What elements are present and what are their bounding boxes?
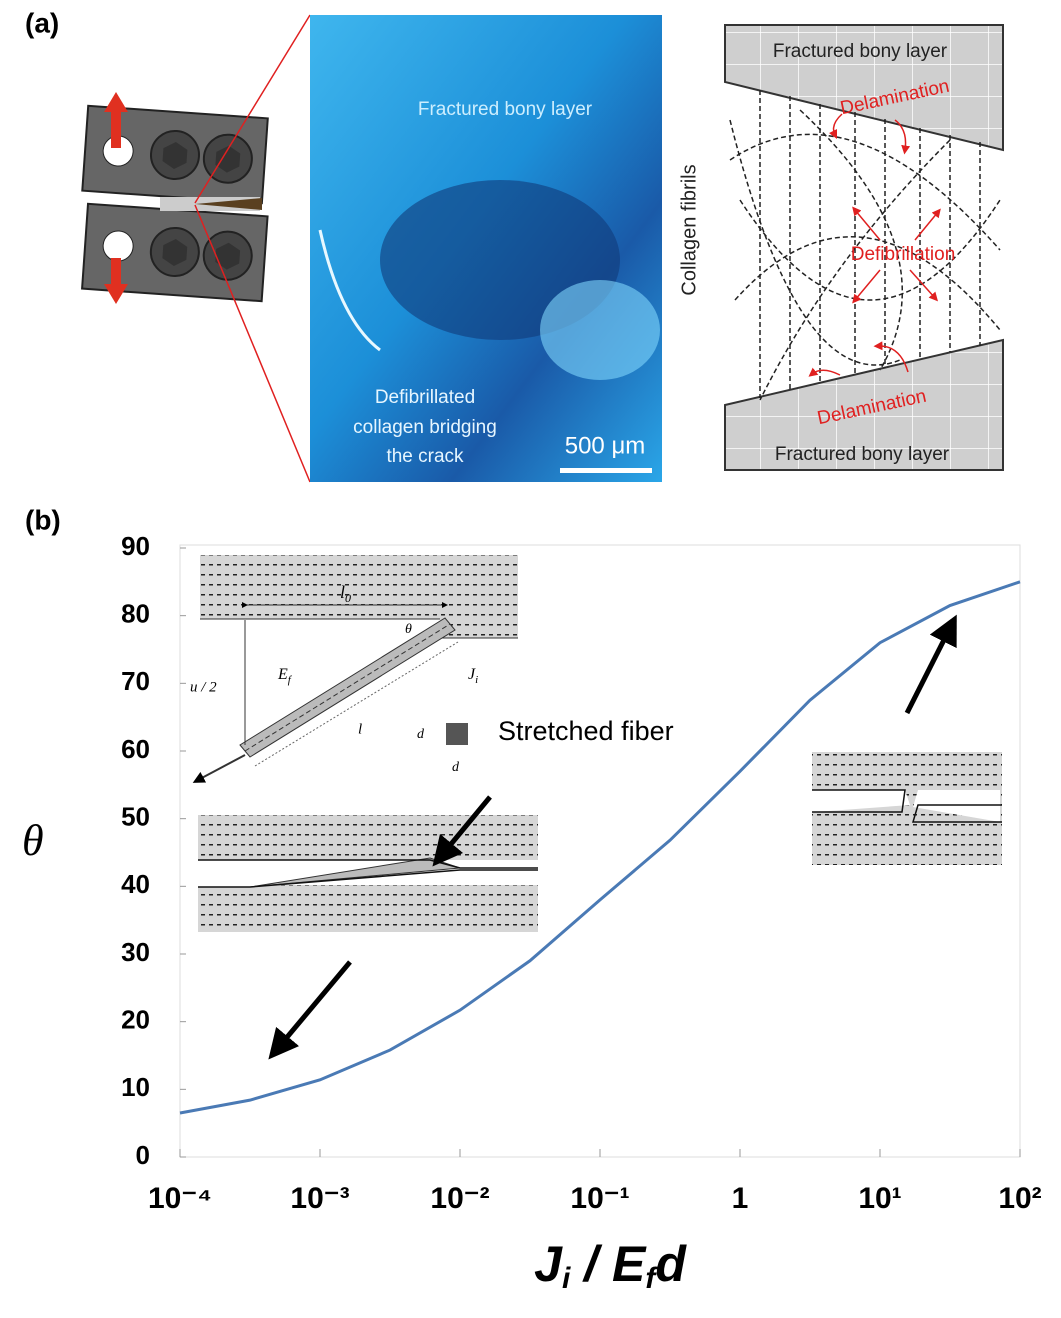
inset-label: l [358,721,362,737]
x-axis-label: / E [570,1236,647,1292]
side-label: Collagen fibrils [678,164,700,295]
x-tick-label: 10² [998,1182,1041,1215]
layer-label: Fractured bony layer [775,444,950,465]
x-axis-label: J [534,1236,563,1292]
inset-label: d [452,760,460,775]
photo-label: the crack [386,446,464,467]
y-tick-label: 30 [121,937,150,967]
micrograph [310,15,662,482]
x-axis-label: Ji / Efd [534,1236,687,1295]
y-tick-label: 20 [121,1005,150,1035]
panel-label: (a) [25,7,59,38]
x-tick-label: 10⁻² [430,1182,489,1215]
figure: (a) Fractured bony layer Defibrillated c… [0,0,1061,1318]
layer-label: Fractured bony layer [773,41,948,62]
y-tick-label: 50 [121,802,150,832]
inset-label: i [475,674,478,686]
defibrillation-label: Defibrillation [851,244,956,265]
inset-label: d [417,727,425,742]
photo-label: collagen bridging [353,417,497,438]
y-tick-label: 60 [121,734,150,764]
y-tick-label: 0 [136,1140,150,1170]
x-tick-label: 10¹ [858,1182,901,1215]
inset-label: E [277,666,288,683]
photo-label: Defibrillated [375,387,475,408]
x-tick-label: 1 [732,1182,749,1215]
y-tick-label: 70 [121,666,150,696]
y-axis-label: θ [22,816,44,865]
x-tick-label: 10⁻¹ [570,1182,629,1215]
test-jig [82,15,310,482]
y-tick-label: 40 [121,869,150,899]
y-tick-label: 10 [121,1072,150,1102]
page: (a) Fractured bony layer Defibrillated c… [0,0,1061,1318]
inset-label: 0 [345,591,351,605]
panel-label: (b) [25,504,61,535]
scale-bar-label: 500 μm [565,432,646,459]
annotation: Stretched fiber [498,716,674,746]
x-axis-label: d [655,1236,687,1292]
x-tick-label: 10⁻⁴ [148,1182,212,1215]
y-tick-label: 80 [121,599,150,629]
inset-label: θ [405,622,412,637]
inset-label: u / 2 [190,679,217,695]
y-tick-label: 90 [121,531,150,561]
x-tick-label: 10⁻³ [290,1182,349,1215]
photo-label: Fractured bony layer [418,99,593,120]
